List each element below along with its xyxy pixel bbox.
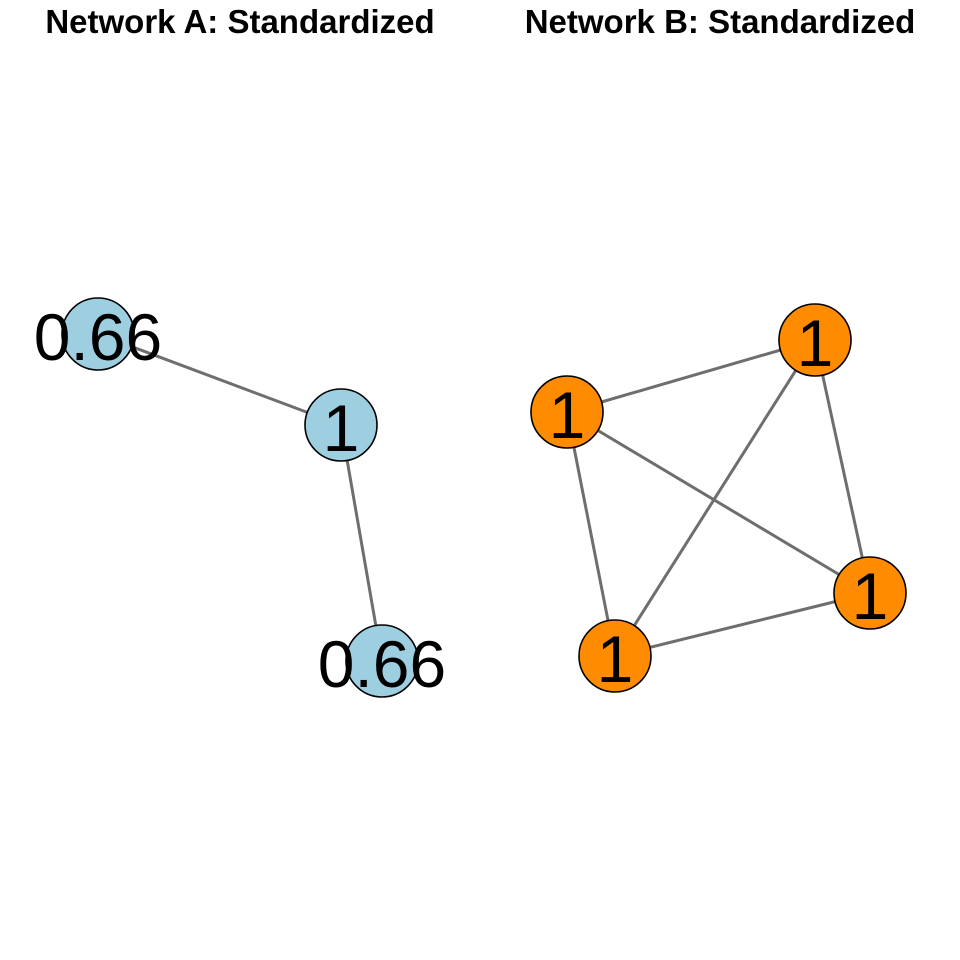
network-a-title: Network A: Standardized <box>45 3 435 40</box>
edges-layer <box>97 332 872 662</box>
network-a-node-a2: 1 <box>304 388 378 465</box>
network-b-title: Network B: Standardized <box>524 3 916 40</box>
node-label: 1 <box>852 559 889 633</box>
node-circle <box>61 297 135 371</box>
network-a-edge-a2-a3 <box>339 424 384 662</box>
node-label: 0.66 <box>34 300 162 374</box>
node-label: 0.66 <box>318 627 446 701</box>
network-b-edge-b3-b4 <box>614 591 871 658</box>
network-b-edge-b2-b3 <box>613 339 817 657</box>
network-b-node-b4: 1 <box>833 556 907 633</box>
network-a-node-a3: 0.66 <box>318 624 446 701</box>
nodes-layer: 0.66 1 0.66 1 1 1 1 <box>34 297 907 701</box>
node-circle <box>530 375 604 449</box>
node-circle <box>578 619 652 693</box>
network-b-node-b2: 1 <box>778 303 852 380</box>
node-label: 1 <box>323 391 360 465</box>
network-b-node-b3: 1 <box>578 619 652 696</box>
node-label: 1 <box>797 306 834 380</box>
network-b-edge-b2-b4 <box>813 339 872 594</box>
node-circle <box>778 303 852 377</box>
network-a-node-a1: 0.66 <box>34 297 162 374</box>
network-b-edge-b1-b3 <box>565 411 617 657</box>
node-circle <box>833 556 907 630</box>
network-b-edge-b1-b4 <box>566 410 871 595</box>
node-circle <box>304 388 378 462</box>
network-b-edge-b1-b2 <box>566 338 816 414</box>
network-a-edge-a1-a2 <box>97 332 342 427</box>
network-b-node-b1: 1 <box>530 375 604 452</box>
node-circle <box>345 624 419 698</box>
node-label: 1 <box>549 378 586 452</box>
node-label: 1 <box>597 622 634 696</box>
